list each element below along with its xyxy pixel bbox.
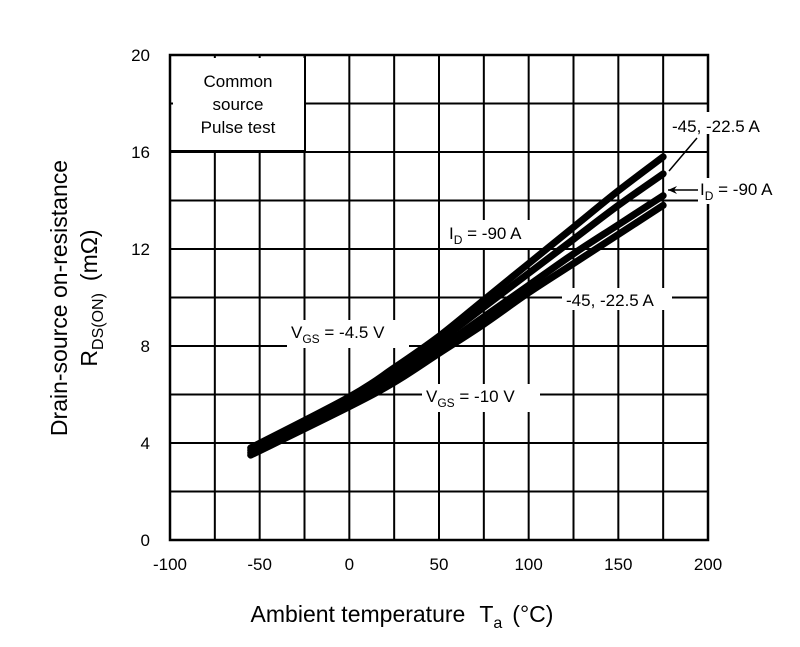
arrow-head-icon xyxy=(668,186,677,194)
tick-labels: -100 -50 0 50 100 150 200 0 4 8 12 16 20 xyxy=(131,46,722,574)
condition-line: source xyxy=(212,95,263,114)
y-axis-label-line1: Drain-source on-resistance xyxy=(46,160,72,436)
annotation-id90-mid: ID = -90 A xyxy=(449,224,522,247)
annotation-top-right: -45, -22.5 A xyxy=(672,117,761,136)
annotation-lower-right: -45, -22.5 A xyxy=(566,291,655,310)
x-tick-label: 200 xyxy=(694,555,722,574)
y-tick-label: 4 xyxy=(141,434,150,453)
y-tick-label: 0 xyxy=(141,531,150,550)
x-axis-label: Ambient temperature Ta (°C) xyxy=(251,601,554,632)
conditions-box xyxy=(173,58,305,151)
x-tick-label: -100 xyxy=(153,555,187,574)
condition-line: Pulse test xyxy=(201,118,276,137)
leader-line xyxy=(668,137,698,172)
x-tick-label: 0 xyxy=(345,555,354,574)
series-line-2 xyxy=(247,170,667,454)
y-tick-label: 16 xyxy=(131,143,150,162)
condition-line: Common xyxy=(204,72,273,91)
annotation-vgs-4-5: VGS = -4.5 V xyxy=(291,323,385,346)
series-line-4 xyxy=(247,201,667,459)
annotation-id90-right: ID = -90 A xyxy=(700,180,773,203)
annotation-vgs-10: VGS = -10 V xyxy=(426,387,515,410)
curves xyxy=(247,153,667,459)
y-axis-label-line2: RDS(ON)(mΩ) xyxy=(76,229,107,366)
x-tick-label: -50 xyxy=(247,555,272,574)
y-tick-label: 8 xyxy=(141,337,150,356)
y-tick-label: 20 xyxy=(131,46,150,65)
x-tick-label: 50 xyxy=(430,555,449,574)
y-tick-label: 12 xyxy=(131,240,150,259)
x-tick-label: 100 xyxy=(514,555,542,574)
x-tick-label: 150 xyxy=(604,555,632,574)
